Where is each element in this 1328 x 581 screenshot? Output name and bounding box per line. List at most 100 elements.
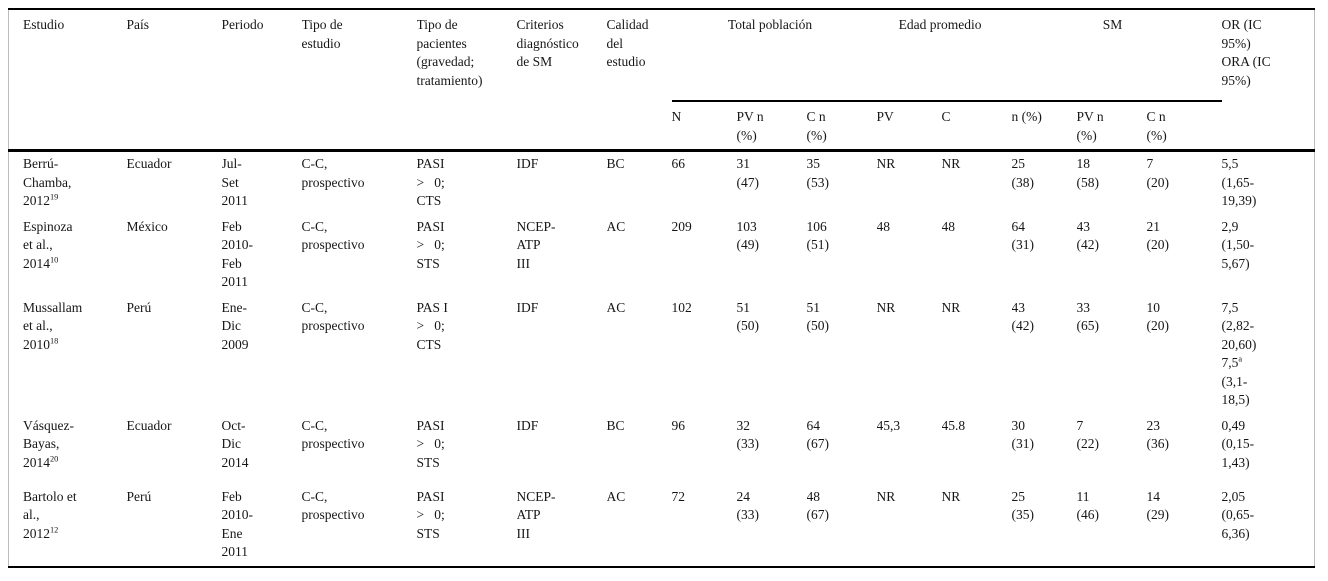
cell-c-n: 48 (67) bbox=[806, 488, 830, 523]
cell-or: 2,9 (1,50- 5,67) bbox=[1222, 215, 1315, 296]
cell-n: 66 bbox=[671, 156, 686, 171]
cell-pv-n: 51 (50) bbox=[736, 299, 760, 334]
cell-tipo-pacientes: PASI > 0; STS bbox=[416, 218, 445, 271]
cell-edad-pv: 48 bbox=[876, 218, 891, 234]
cell-tipo-estudio: C-C, prospectivo bbox=[301, 488, 365, 523]
cell-c-n: 64 (67) bbox=[806, 417, 830, 452]
cell-tipo-pacientes: PASI > 0; CTS bbox=[416, 156, 445, 208]
cell-estudio: Mussallam et al., 201018 bbox=[9, 296, 127, 414]
study-name: Bartolo et al., 2012 bbox=[23, 488, 77, 541]
header-row-sub: N PV n (%) C n (%) PV C n (%) PV n (%) C… bbox=[9, 101, 1315, 152]
cell-sm-n: 25 (38) bbox=[1011, 156, 1035, 190]
cell-sm-c-n: 23 (36) bbox=[1146, 417, 1170, 452]
cell-periodo: Ene- Dic 2009 bbox=[221, 299, 249, 352]
cell-estudio: Espinoza et al., 201410 bbox=[9, 215, 127, 296]
cell-tipo-pacientes: PASI > 0; STS bbox=[416, 417, 445, 470]
col-header-tipo-estudio: Tipo de estudio bbox=[301, 9, 417, 152]
or-value: 2,05 (0,65- 6,36) bbox=[1221, 488, 1255, 541]
citation-superscript: 18 bbox=[50, 336, 59, 345]
cell-pais: Ecuador bbox=[126, 156, 172, 171]
table-row: Bartolo et al., 201212 Perú Feb 2010- En… bbox=[9, 485, 1315, 567]
cell-periodo: Jul- Set 2011 bbox=[221, 156, 249, 208]
citation-superscript: 10 bbox=[50, 255, 59, 264]
col-header-calidad: Calidad del estudio bbox=[606, 9, 672, 152]
cell-calidad: AC bbox=[606, 218, 626, 234]
study-name: Vásquez- Bayas, 2014 bbox=[23, 417, 74, 470]
cell-sm-pv-n: 7 (22) bbox=[1076, 417, 1100, 452]
col-header-pais: País bbox=[126, 9, 222, 152]
cell-tipo-pacientes: PASI > 0; STS bbox=[416, 488, 445, 541]
cell-or: 0,49 (0,15- 1,43) bbox=[1222, 414, 1315, 485]
cell-c-n: 106 (51) bbox=[806, 218, 830, 253]
cell-calidad: AC bbox=[606, 488, 626, 504]
citation-superscript: 12 bbox=[50, 525, 59, 534]
cell-edad-pv: 45,3 bbox=[876, 417, 901, 433]
cell-sm-n: 43 (42) bbox=[1011, 299, 1035, 334]
cell-pv-n: 103 (49) bbox=[736, 218, 760, 253]
table-row: Mussallam et al., 201018 Perú Ene- Dic 2… bbox=[9, 296, 1315, 414]
cell-sm-c-n: 10 (20) bbox=[1146, 299, 1170, 334]
or-value: 0,49 (0,15- 1,43) bbox=[1221, 417, 1255, 470]
studies-table: Estudio País Periodo Tipo de estudio Tip… bbox=[8, 8, 1316, 568]
cell-estudio: Bartolo et al., 201212 bbox=[9, 485, 127, 567]
cell-criterios: IDF bbox=[516, 417, 539, 433]
cell-sm-n: 30 (31) bbox=[1011, 417, 1035, 452]
cell-n: 209 bbox=[671, 218, 692, 234]
or-value: 2,9 (1,50- 5,67) bbox=[1221, 218, 1255, 271]
study-name: Espinoza et al., 2014 bbox=[23, 218, 73, 271]
cell-calidad: BC bbox=[606, 156, 625, 171]
cell-pais: Perú bbox=[126, 299, 152, 315]
sub-header-c-n: C n (%) bbox=[806, 101, 877, 152]
cell-estudio: Berrú- Chamba, 201219 bbox=[9, 151, 127, 215]
table-row: Berrú- Chamba, 201219 Ecuador Jul- Set 2… bbox=[9, 151, 1315, 215]
cell-or: 2,05 (0,65- 6,36) bbox=[1222, 485, 1315, 567]
cell-sm-pv-n: 43 (42) bbox=[1076, 218, 1100, 253]
col-header-tipo-pacientes: Tipo de pacientes (gravedad; tratamiento… bbox=[416, 9, 517, 152]
cell-sm-c-n: 14 (29) bbox=[1146, 488, 1170, 523]
cell-edad-c: NR bbox=[941, 299, 961, 315]
cell-sm-c-n: 21 (20) bbox=[1146, 218, 1170, 253]
cell-n: 102 bbox=[671, 299, 692, 315]
cell-sm-pv-n: 33 (65) bbox=[1076, 299, 1100, 334]
sub-header-pv: PV bbox=[876, 101, 942, 152]
or-value: 7,5 (2,82- 20,60) 7,5 bbox=[1221, 299, 1257, 371]
cell-sm-c-n: 7 (20) bbox=[1146, 156, 1170, 190]
table-body: Berrú- Chamba, 201219 Ecuador Jul- Set 2… bbox=[9, 151, 1315, 567]
cell-criterios: IDF bbox=[516, 299, 539, 315]
col-header-periodo: Periodo bbox=[221, 9, 302, 152]
cell-sm-pv-n: 18 (58) bbox=[1076, 156, 1100, 190]
cell-c-n: 51 (50) bbox=[806, 299, 830, 334]
cell-or: 5,5 (1,65- 19,39) bbox=[1222, 151, 1315, 215]
cell-calidad: BC bbox=[606, 417, 625, 433]
cell-sm-pv-n: 11 (46) bbox=[1076, 488, 1100, 523]
table-row: Vásquez- Bayas, 201420 Ecuador Oct- Dic … bbox=[9, 414, 1315, 485]
cell-periodo: Oct- Dic 2014 bbox=[221, 417, 249, 470]
or-value: 5,5 (1,65- 19,39) bbox=[1221, 156, 1257, 208]
cell-criterios: NCEP- ATP III bbox=[516, 488, 556, 541]
cell-tipo-estudio: C-C, prospectivo bbox=[301, 417, 365, 452]
table-row: Espinoza et al., 201410 México Feb 2010-… bbox=[9, 215, 1315, 296]
or-superscript: a bbox=[1238, 354, 1243, 364]
col-header-estudio: Estudio bbox=[8, 9, 127, 152]
col-header-or: OR (IC 95%) ORA (IC 95%) bbox=[1221, 9, 1315, 152]
cell-pais: Ecuador bbox=[126, 417, 172, 433]
cell-calidad: AC bbox=[606, 299, 626, 315]
sub-header-n: N bbox=[671, 101, 737, 152]
cell-pv-n: 24 (33) bbox=[736, 488, 760, 523]
cell-pv-n: 31 (47) bbox=[736, 156, 760, 190]
cell-periodo: Feb 2010- Ene 2011 bbox=[221, 488, 254, 560]
table-header: Estudio País Periodo Tipo de estudio Tip… bbox=[8, 9, 1315, 152]
cell-edad-c: NR bbox=[941, 156, 961, 171]
cell-tipo-estudio: C-C, prospectivo bbox=[301, 218, 365, 253]
cell-criterios: NCEP- ATP III bbox=[516, 218, 556, 271]
cell-pais: Perú bbox=[126, 488, 152, 504]
studies-table-container: Estudio País Periodo Tipo de estudio Tip… bbox=[8, 8, 1316, 568]
cell-edad-c: 45.8 bbox=[941, 417, 966, 433]
sub-header-c: C bbox=[941, 101, 1012, 152]
citation-superscript: 19 bbox=[50, 192, 59, 202]
study-name: Berrú- Chamba, 2012 bbox=[23, 156, 72, 208]
cell-edad-pv: NR bbox=[876, 488, 896, 504]
cell-edad-c: NR bbox=[941, 488, 961, 504]
citation-superscript: 20 bbox=[50, 454, 59, 463]
cell-tipo-estudio: C-C, prospectivo bbox=[301, 299, 365, 334]
